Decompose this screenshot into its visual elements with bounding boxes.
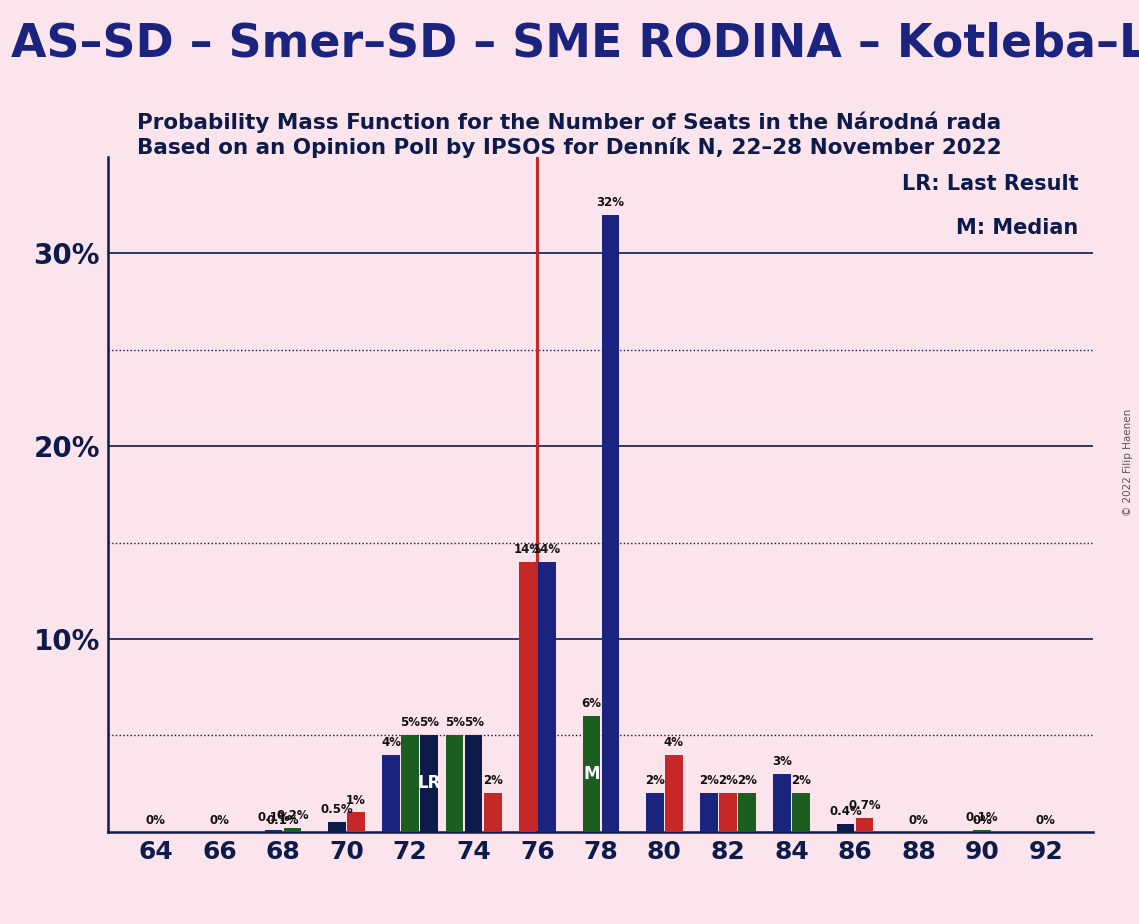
Text: 0.5%: 0.5% bbox=[321, 803, 353, 816]
Bar bbox=[719, 793, 737, 832]
Text: 0%: 0% bbox=[909, 814, 928, 827]
Bar bbox=[328, 822, 346, 832]
Text: Based on an Opinion Poll by IPSOS for Denník N, 22–28 November 2022: Based on an Opinion Poll by IPSOS for De… bbox=[137, 138, 1002, 158]
Text: 0%: 0% bbox=[1035, 814, 1056, 827]
Bar bbox=[445, 736, 464, 832]
Text: 2%: 2% bbox=[792, 774, 811, 787]
Text: 2%: 2% bbox=[737, 774, 757, 787]
Text: 4%: 4% bbox=[664, 736, 683, 748]
Text: 2%: 2% bbox=[718, 774, 738, 787]
Text: 0.2%: 0.2% bbox=[277, 809, 309, 822]
Text: 0%: 0% bbox=[210, 814, 229, 827]
Bar bbox=[700, 793, 718, 832]
Text: 5%: 5% bbox=[464, 716, 484, 729]
Bar bbox=[582, 716, 600, 832]
Bar bbox=[465, 736, 483, 832]
Bar bbox=[538, 562, 556, 832]
Text: 0.1%: 0.1% bbox=[966, 811, 999, 824]
Bar bbox=[519, 562, 536, 832]
Bar bbox=[738, 793, 756, 832]
Bar bbox=[974, 830, 991, 832]
Text: Probability Mass Function for the Number of Seats in the Národná rada: Probability Mass Function for the Number… bbox=[138, 111, 1001, 133]
Bar bbox=[420, 736, 437, 832]
Text: 14%: 14% bbox=[533, 543, 560, 556]
Text: 4%: 4% bbox=[382, 736, 401, 748]
Text: 14%: 14% bbox=[514, 543, 542, 556]
Text: 32%: 32% bbox=[597, 196, 624, 209]
Text: 0%: 0% bbox=[146, 814, 166, 827]
Bar bbox=[793, 793, 810, 832]
Bar bbox=[347, 812, 364, 832]
Text: 5%: 5% bbox=[419, 716, 440, 729]
Bar bbox=[284, 828, 302, 832]
Bar bbox=[837, 824, 854, 832]
Text: 2%: 2% bbox=[483, 774, 502, 787]
Bar bbox=[484, 793, 501, 832]
Text: 5%: 5% bbox=[400, 716, 420, 729]
Text: 2%: 2% bbox=[645, 774, 665, 787]
Text: 2%: 2% bbox=[699, 774, 719, 787]
Text: 0.7%: 0.7% bbox=[849, 799, 880, 812]
Text: 0.4%: 0.4% bbox=[829, 805, 862, 818]
Bar bbox=[601, 215, 620, 832]
Bar bbox=[665, 755, 682, 832]
Bar bbox=[855, 818, 874, 832]
Text: LR: Last Result: LR: Last Result bbox=[902, 174, 1079, 194]
Bar bbox=[383, 755, 400, 832]
Text: 6%: 6% bbox=[581, 698, 601, 711]
Bar bbox=[773, 773, 790, 832]
Bar bbox=[646, 793, 664, 832]
Text: M: M bbox=[583, 765, 599, 783]
Text: 0.1%: 0.1% bbox=[257, 811, 289, 824]
Text: LR: LR bbox=[418, 774, 441, 793]
Text: 0%: 0% bbox=[973, 814, 992, 827]
Text: 3%: 3% bbox=[772, 755, 792, 768]
Bar bbox=[264, 830, 282, 832]
Text: © 2022 Filip Haenen: © 2022 Filip Haenen bbox=[1123, 408, 1133, 516]
Text: 5%: 5% bbox=[444, 716, 465, 729]
Bar bbox=[401, 736, 419, 832]
Text: AS–SD – Smer–SD – SME RODINA – Kotleba–ĽSNS – S: AS–SD – Smer–SD – SME RODINA – Kotleba–Ľ… bbox=[11, 21, 1139, 67]
Text: 0.1%: 0.1% bbox=[267, 814, 300, 827]
Text: M: Median: M: Median bbox=[957, 218, 1079, 237]
Text: 1%: 1% bbox=[346, 794, 366, 807]
